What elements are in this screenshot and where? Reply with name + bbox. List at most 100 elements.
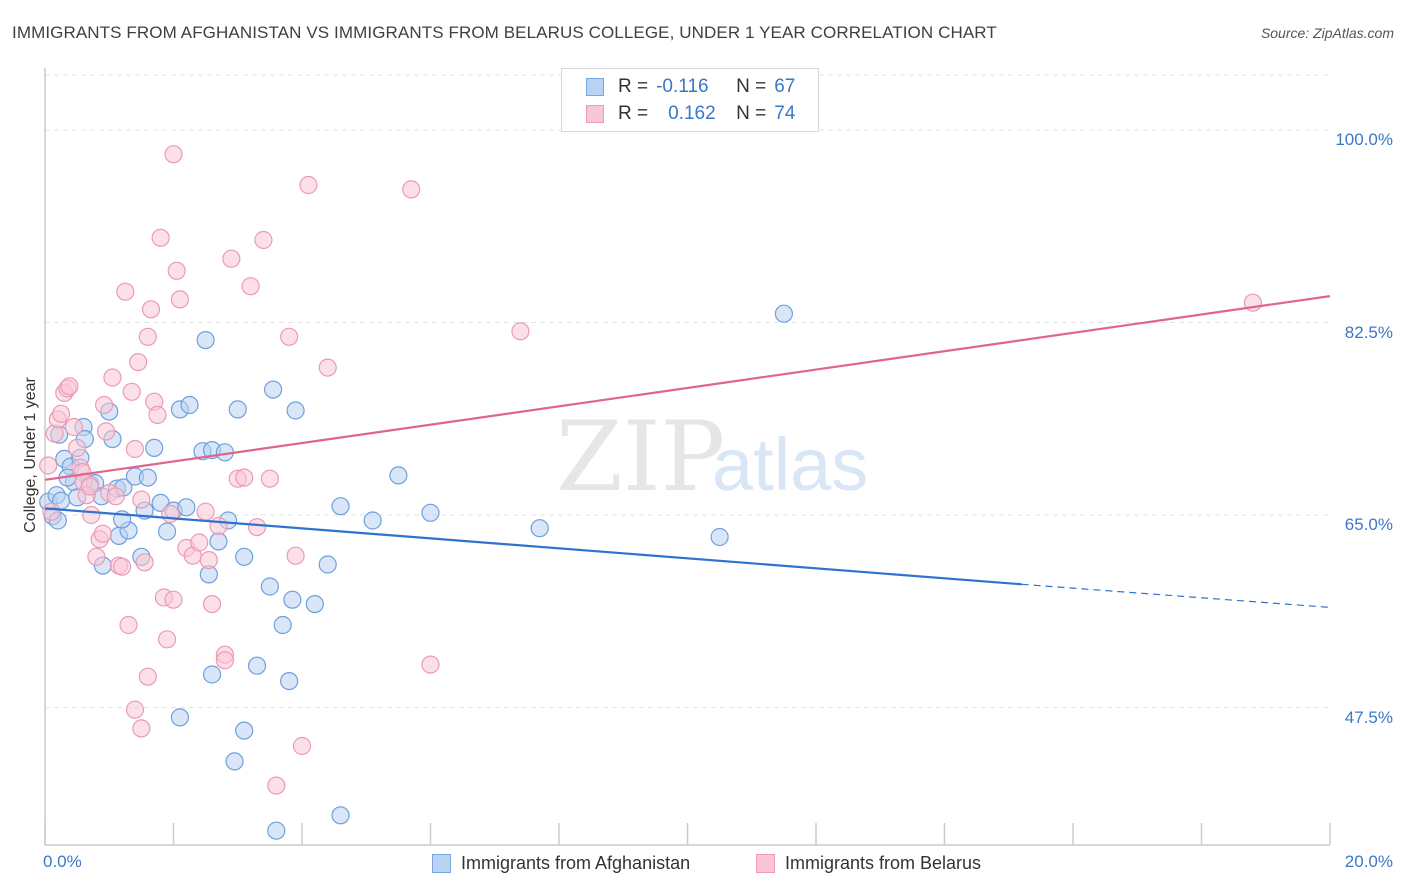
point-belarus [68,438,87,457]
point-belarus [199,550,218,570]
source-label: Source: ZipAtlas.com [1260,25,1394,41]
point-afghanistan [235,721,254,740]
point-afghanistan [177,498,196,517]
point-belarus [116,282,135,301]
point-afghanistan [209,532,228,551]
point-belarus [60,377,79,396]
point-afghanistan [145,438,164,457]
point-belarus [132,719,151,738]
legend-r-label: R = [618,76,649,97]
point-belarus [247,517,267,537]
point-belarus [132,490,151,509]
point-belarus [138,327,157,346]
point-belarus [138,667,157,686]
legend-row-afghanistan: R = -0.116 N = 67 [586,76,795,98]
point-belarus [125,439,145,459]
point-belarus [164,145,183,164]
point-belarus [87,547,106,566]
point-belarus [64,417,84,437]
point-afghanistan [305,594,324,614]
trend-line-afghanistan-extension [1021,583,1331,608]
point-belarus [254,230,273,250]
point-belarus [280,327,299,346]
point-afghanistan [710,527,729,547]
y-tick-label: 100.0% [1335,130,1393,149]
point-belarus [93,524,112,543]
bottom-legend-label: Immigrants from Afghanistan [461,853,691,873]
point-afghanistan [331,497,350,516]
watermark-atlas: atlas [712,423,868,506]
point-belarus [96,422,116,441]
point-afghanistan [196,331,215,350]
legend: R = -0.116 N = 67 R = 0.162 N = 74 [561,68,819,132]
legend-swatch-afghanistan [586,78,604,96]
point-belarus [402,180,421,199]
point-belarus [209,516,228,536]
point-afghanistan [170,708,190,727]
series-belarus-points [39,145,1263,795]
trend-line-belarus [44,295,1331,481]
point-belarus [39,456,58,475]
point-belarus [151,228,170,247]
point-belarus [299,175,318,195]
point-belarus [161,504,180,524]
point-belarus [51,404,71,423]
point-afghanistan [138,468,157,487]
point-afghanistan [235,547,254,566]
legend-r-label: R = [618,103,649,124]
axes [44,68,1331,846]
point-belarus [190,533,209,552]
bottom-legend-label: Immigrants from Belarus [785,853,982,873]
point-afghanistan [331,806,350,825]
point-belarus [135,553,154,572]
point-belarus [106,487,125,506]
point-afghanistan [202,665,222,684]
point-belarus [148,405,167,424]
point-belarus [42,502,61,521]
legend-swatch-belarus [586,105,604,123]
point-belarus [241,277,260,296]
chart-title: IMMIGRANTS FROM AFGHANISTAN VS IMMIGRANT… [12,23,997,42]
point-afghanistan [286,401,305,420]
point-belarus [122,382,141,401]
point-afghanistan [228,400,247,419]
point-afghanistan [774,304,793,323]
legend-r-value: 0.162 [668,103,716,124]
point-afghanistan [225,752,244,771]
point-belarus [286,546,305,565]
point-belarus [119,615,138,635]
point-belarus [267,776,286,795]
legend-n-value: 74 [774,103,796,124]
bottom-legend-swatch-afghanistan [432,854,451,873]
watermark: ZIP atlas [556,401,868,513]
point-belarus [82,505,101,525]
legend-r-value: -0.116 [656,76,709,97]
point-belarus [167,261,186,280]
point-belarus [235,468,254,487]
y-tick-label: 82.5% [1344,322,1393,342]
point-afghanistan [421,503,440,522]
point-belarus [215,651,234,670]
point-belarus [95,395,114,415]
legend-n-label: N = [736,103,767,124]
point-afghanistan [280,671,299,691]
point-belarus [421,655,440,674]
trend-lines [44,295,1331,608]
point-afghanistan [389,466,408,485]
point-afghanistan [363,511,382,530]
point-belarus [196,502,215,521]
point-belarus [318,358,337,377]
point-belarus [202,594,222,614]
point-afghanistan [247,656,267,675]
point-afghanistan [318,555,337,574]
point-belarus [80,477,100,496]
bottom-legend-swatch-belarus [756,854,775,873]
x-tick-label-max: 20.0% [1344,852,1393,871]
point-belarus [260,469,279,488]
point-belarus [157,630,177,649]
point-belarus [164,590,183,609]
y-tick-label: 47.5% [1344,707,1393,727]
point-afghanistan [263,380,283,399]
point-afghanistan [267,821,286,840]
